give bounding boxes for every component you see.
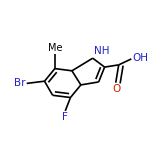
Text: Br: Br <box>14 78 26 88</box>
Text: NH: NH <box>94 46 110 56</box>
Text: OH: OH <box>132 53 148 63</box>
Text: O: O <box>112 85 121 94</box>
Text: F: F <box>62 112 68 122</box>
Text: Me: Me <box>48 43 62 53</box>
